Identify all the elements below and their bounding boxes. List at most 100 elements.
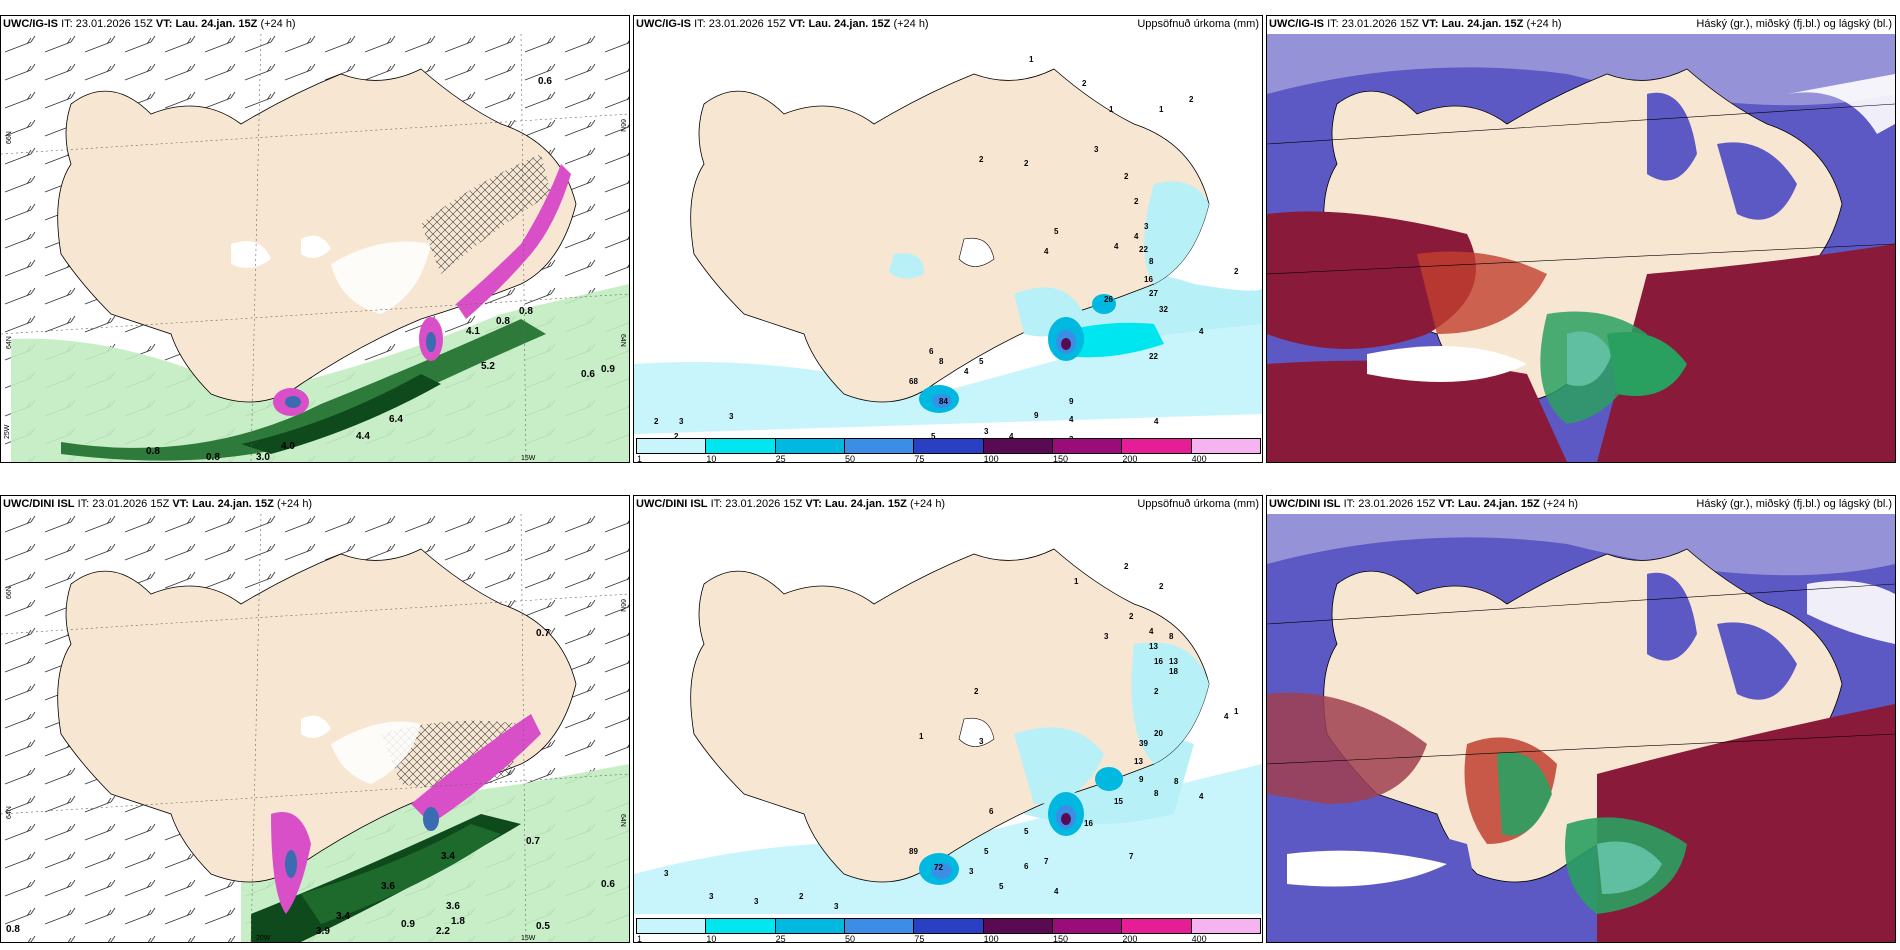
svg-text:5: 5 <box>1054 227 1059 236</box>
svg-text:2: 2 <box>974 687 979 696</box>
svg-text:3.4: 3.4 <box>336 911 350 922</box>
svg-text:15W: 15W <box>521 935 536 942</box>
svg-text:7: 7 <box>1044 857 1049 866</box>
legend-label: 50 <box>845 934 856 943</box>
legend-swatch <box>636 438 707 454</box>
svg-text:6: 6 <box>989 807 994 816</box>
svg-text:5: 5 <box>931 432 936 441</box>
legend-label: 25 <box>775 934 786 943</box>
svg-text:4: 4 <box>964 367 969 376</box>
svg-text:2: 2 <box>1124 172 1129 181</box>
legend-swatch <box>705 918 776 934</box>
svg-text:0.7: 0.7 <box>526 836 540 847</box>
svg-text:0.9: 0.9 <box>401 919 415 930</box>
panel-header: UWC/DINI ISL IT: 23.01.2026 15Z VT: Lau.… <box>3 498 313 510</box>
svg-text:5: 5 <box>1024 827 1029 836</box>
panel-ig-precip[interactable]: UWC/IG-IS IT: 23.01.2026 15Z VT: Lau. 24… <box>633 15 1263 463</box>
svg-text:22: 22 <box>1139 245 1148 254</box>
wind-map: 0.7 0.7 0.6 0.5 3.6 3.4 3.6 1.8 0.9 2.2 … <box>1 514 629 942</box>
value-label: 4.1 <box>466 326 480 337</box>
svg-text:89: 89 <box>909 847 918 856</box>
value-label: 4.0 <box>281 441 295 452</box>
legend-label: 400 <box>1191 934 1207 943</box>
svg-text:2: 2 <box>979 155 984 164</box>
svg-text:2: 2 <box>1234 267 1239 276</box>
value-label: 3.0 <box>256 452 270 462</box>
legend-label: 75 <box>914 454 925 463</box>
svg-text:1: 1 <box>1234 707 1239 716</box>
legend-swatch <box>913 438 984 454</box>
svg-text:3: 3 <box>1144 222 1149 231</box>
panel-ig-wind[interactable]: UWC/IG-IS IT: 23.01.2026 15Z VT: Lau. 24… <box>0 15 630 463</box>
value-label: 0.9 <box>601 364 615 375</box>
cloud-map <box>1267 34 1895 462</box>
legend-swatch <box>1190 438 1261 454</box>
svg-text:4: 4 <box>1199 792 1204 801</box>
panel-dini-wind[interactable]: UWC/DINI ISL IT: 23.01.2026 15Z VT: Lau.… <box>0 495 630 943</box>
legend-swatch <box>982 918 1053 934</box>
svg-text:27: 27 <box>1149 289 1158 298</box>
svg-text:4: 4 <box>1199 327 1204 336</box>
svg-text:4: 4 <box>1069 415 1074 424</box>
panel-title-right: Háský (gr.), miðský (fj.bl.) og lágský (… <box>1696 18 1892 30</box>
svg-text:9: 9 <box>1139 775 1144 784</box>
legend-swatch <box>1121 918 1192 934</box>
wind-map: 0.6 0.8 0.8 0.9 0.6 4.1 5.2 6.4 4.4 4.0 … <box>1 34 629 462</box>
svg-text:66N: 66N <box>6 586 13 599</box>
panel-title-right: Uppsöfnuð úrkoma (mm) <box>1137 18 1259 30</box>
panel-header: UWC/DINI ISL IT: 23.01.2026 15Z VT: Lau.… <box>1269 498 1579 510</box>
svg-text:2: 2 <box>1189 95 1194 104</box>
value-label: 6.4 <box>389 414 403 425</box>
value-label: 0.8 <box>496 316 510 327</box>
legend-label: 100 <box>983 934 999 943</box>
svg-text:4: 4 <box>1134 232 1139 241</box>
lat-label: 66N <box>619 119 626 132</box>
svg-text:3.4: 3.4 <box>441 851 455 862</box>
panel-ig-cloud[interactable]: UWC/IG-IS IT: 23.01.2026 15Z VT: Lau. 24… <box>1266 15 1896 463</box>
svg-text:20: 20 <box>1154 729 1163 738</box>
svg-text:20W: 20W <box>256 935 271 942</box>
svg-text:5: 5 <box>984 847 989 856</box>
legend-swatch <box>844 438 915 454</box>
legend-label: 1 <box>637 454 643 463</box>
value-label: 0.8 <box>206 452 220 462</box>
value-label: 0.6 <box>581 369 595 380</box>
value-label: 0.8 <box>519 306 533 317</box>
svg-text:22: 22 <box>1149 352 1158 361</box>
svg-text:8: 8 <box>1154 789 1159 798</box>
svg-text:0.6: 0.6 <box>601 879 615 890</box>
svg-text:3: 3 <box>969 867 974 876</box>
legend-swatch <box>844 918 915 934</box>
legend-label: 10 <box>706 454 717 463</box>
svg-text:64N: 64N <box>619 814 626 827</box>
svg-text:2: 2 <box>1159 582 1164 591</box>
iceland-land <box>690 68 1210 403</box>
svg-text:3.6: 3.6 <box>446 901 460 912</box>
svg-text:13: 13 <box>1169 657 1178 666</box>
legend-label: 150 <box>1053 934 1069 943</box>
precip-legend: 1 10 25 50 75 100 150 200 400 <box>636 918 1261 943</box>
svg-text:2: 2 <box>1129 612 1134 621</box>
svg-text:8: 8 <box>1169 632 1174 641</box>
svg-text:3: 3 <box>984 427 989 436</box>
svg-text:6: 6 <box>1024 862 1029 871</box>
svg-text:4: 4 <box>1224 712 1229 721</box>
svg-text:1: 1 <box>1074 577 1079 586</box>
svg-text:32: 32 <box>1159 305 1168 314</box>
legend-swatch <box>774 918 845 934</box>
svg-text:3: 3 <box>1104 632 1109 641</box>
panel-dini-precip[interactable]: UWC/DINI ISL IT: 23.01.2026 15Z VT: Lau.… <box>633 495 1263 943</box>
value-label: 0.6 <box>538 76 552 87</box>
svg-text:26: 26 <box>1104 295 1113 304</box>
value-label: 5.2 <box>481 361 495 372</box>
svg-text:2: 2 <box>1134 197 1139 206</box>
svg-text:15: 15 <box>1114 797 1123 806</box>
legend-label: 1 <box>637 934 643 943</box>
panel-dini-cloud[interactable]: UWC/DINI ISL IT: 23.01.2026 15Z VT: Lau.… <box>1266 495 1896 943</box>
svg-text:8: 8 <box>939 357 944 366</box>
svg-text:1: 1 <box>1029 55 1034 64</box>
panel-title-right: Uppsöfnuð úrkoma (mm) <box>1137 498 1259 510</box>
legend-swatch <box>636 918 707 934</box>
legend-label: 100 <box>983 454 999 463</box>
svg-text:2: 2 <box>654 417 659 426</box>
